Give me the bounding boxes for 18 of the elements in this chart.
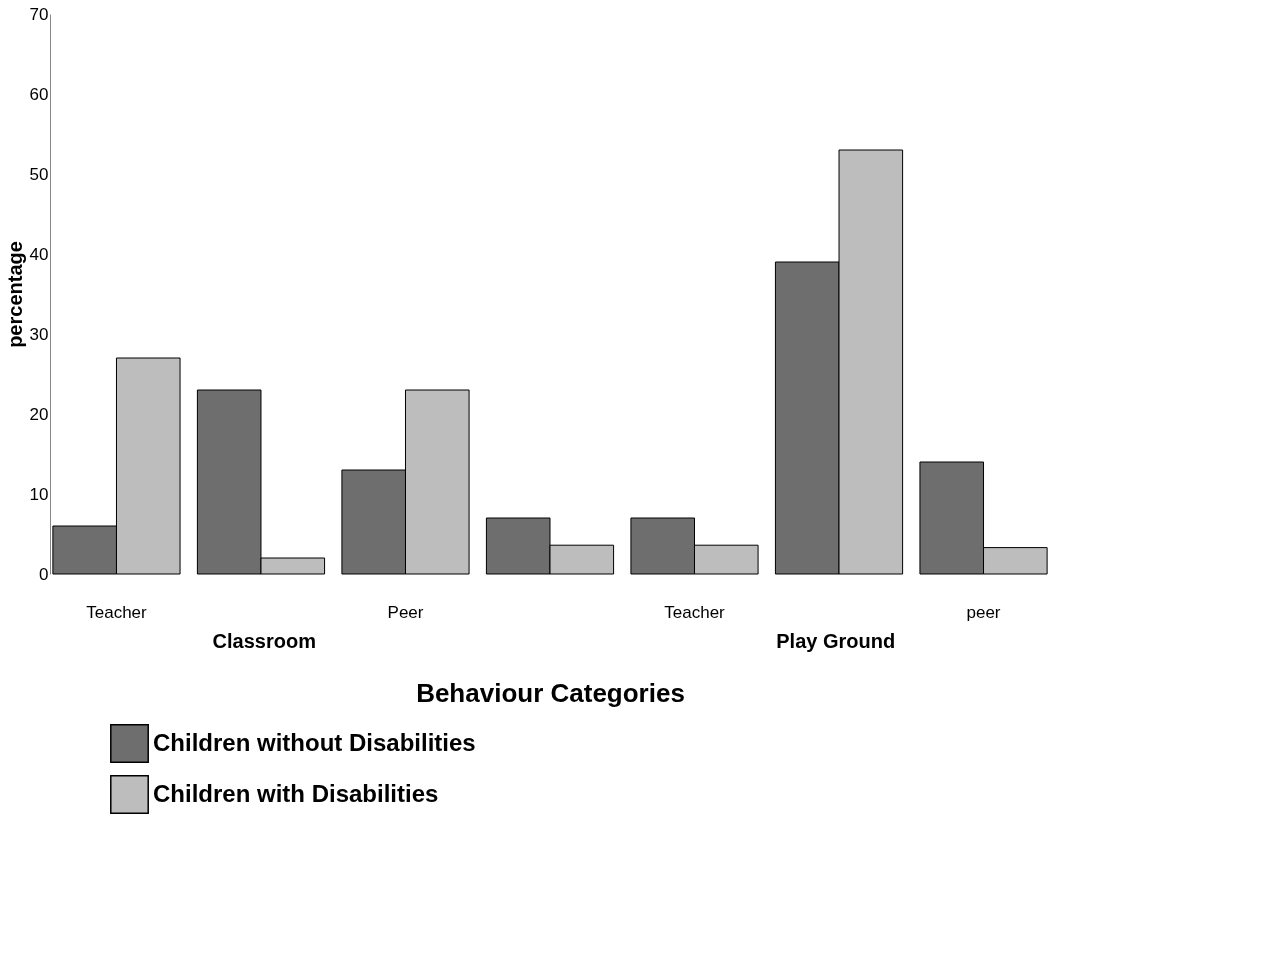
text: Classroom	[212, 630, 316, 652]
x-axis-title: Behaviour Categories	[416, 677, 685, 708]
y-tick-label: 20	[29, 404, 49, 424]
x-tick-label: Peer	[387, 602, 424, 622]
y-tick-label: 70	[29, 4, 49, 24]
text: Play Ground	[776, 630, 896, 652]
y-tick-label: 10	[29, 484, 49, 504]
y-tick-label: 30	[29, 324, 49, 344]
y-tick-label: 50	[29, 164, 49, 184]
x-tick-label: peer	[966, 602, 1001, 622]
y-tick-label: 60	[29, 84, 49, 104]
y-tick-label: 0	[39, 564, 49, 584]
x-tick-label: Teacher	[664, 602, 726, 622]
x-tick-label: Teacher	[86, 602, 148, 622]
legend-label: Children with Disabilities	[153, 779, 439, 807]
legend-label: Children without Disabilities	[153, 728, 476, 756]
y-tick-label: 40	[29, 244, 49, 264]
y-axis-title: percentage	[3, 241, 26, 348]
